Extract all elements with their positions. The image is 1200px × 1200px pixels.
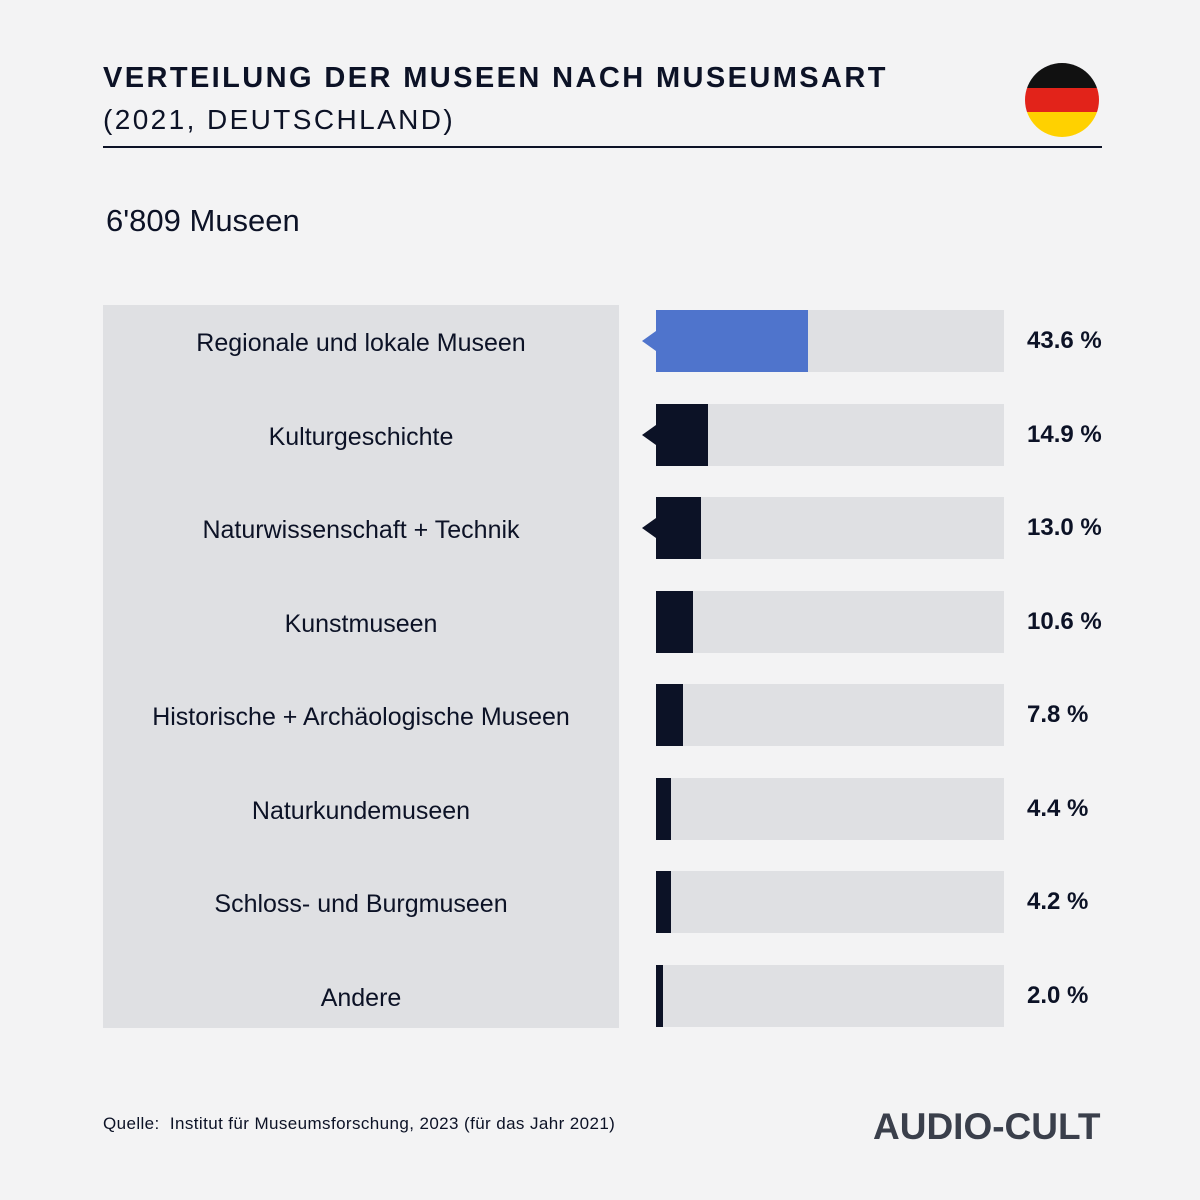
data-label: 4.2 % <box>1027 888 1089 915</box>
bar <box>656 684 684 746</box>
category-label: Naturwissenschaft + Technik <box>202 516 520 544</box>
source-note: Quelle: Institut für Museumsforschung, 2… <box>103 1114 616 1133</box>
bar-pointer-icon <box>642 424 656 445</box>
category-label: Kunstmuseen <box>284 609 438 638</box>
germany-flag-icon <box>1025 63 1099 137</box>
category-label: Schloss- und Burgmuseen <box>214 890 508 918</box>
data-label: 13.0 % <box>1027 514 1102 541</box>
flag-stripe-red <box>1025 87 1099 113</box>
flag-stripe-black <box>1025 63 1099 88</box>
chart-title: VERTEILUNG DER MUSEEN NACH MUSEUMSART <box>103 62 888 94</box>
bar <box>656 777 672 840</box>
bar <box>656 497 702 559</box>
category-label: Kulturgeschichte <box>268 422 454 451</box>
data-label: 10.6 % <box>1027 607 1102 635</box>
bar-track <box>656 777 1004 840</box>
data-label: 4.4 % <box>1027 794 1089 822</box>
data-label: 14.9 % <box>1027 420 1102 448</box>
bar <box>656 964 663 1027</box>
bar <box>656 871 671 933</box>
bar <box>656 590 693 653</box>
bar-track <box>656 403 1004 466</box>
bar-track <box>656 497 1004 559</box>
category-label: Regionale und lokale Museen <box>196 329 526 357</box>
data-label: 2.0 % <box>1027 981 1089 1009</box>
bar-pointer-icon <box>642 331 656 351</box>
chart-subtitle: (2021, DEUTSCHLAND) <box>103 104 456 135</box>
bar-track <box>656 964 1004 1027</box>
bar-track <box>656 310 1004 372</box>
data-label: 7.8 % <box>1027 701 1089 728</box>
bar-track <box>656 871 1004 933</box>
bar-track <box>656 684 1004 746</box>
data-label: 43.6 % <box>1027 327 1102 354</box>
museum-total: 6'809 Museen <box>106 203 300 238</box>
bar-pointer-icon <box>642 518 656 538</box>
flag-stripe-gold <box>1025 112 1099 137</box>
brand-logo: AUDIO-CULT <box>873 1106 1101 1147</box>
category-label-panel: Regionale und lokale Museen Kulturgeschic… <box>103 305 619 1028</box>
bar-track <box>656 590 1004 653</box>
category-label: Andere <box>320 983 402 1012</box>
category-label: Historische + Archäologische Museen <box>152 703 570 731</box>
header-divider <box>103 146 1102 148</box>
category-label: Naturkundemuseen <box>251 796 471 825</box>
bar <box>656 403 708 466</box>
bar <box>656 310 808 372</box>
